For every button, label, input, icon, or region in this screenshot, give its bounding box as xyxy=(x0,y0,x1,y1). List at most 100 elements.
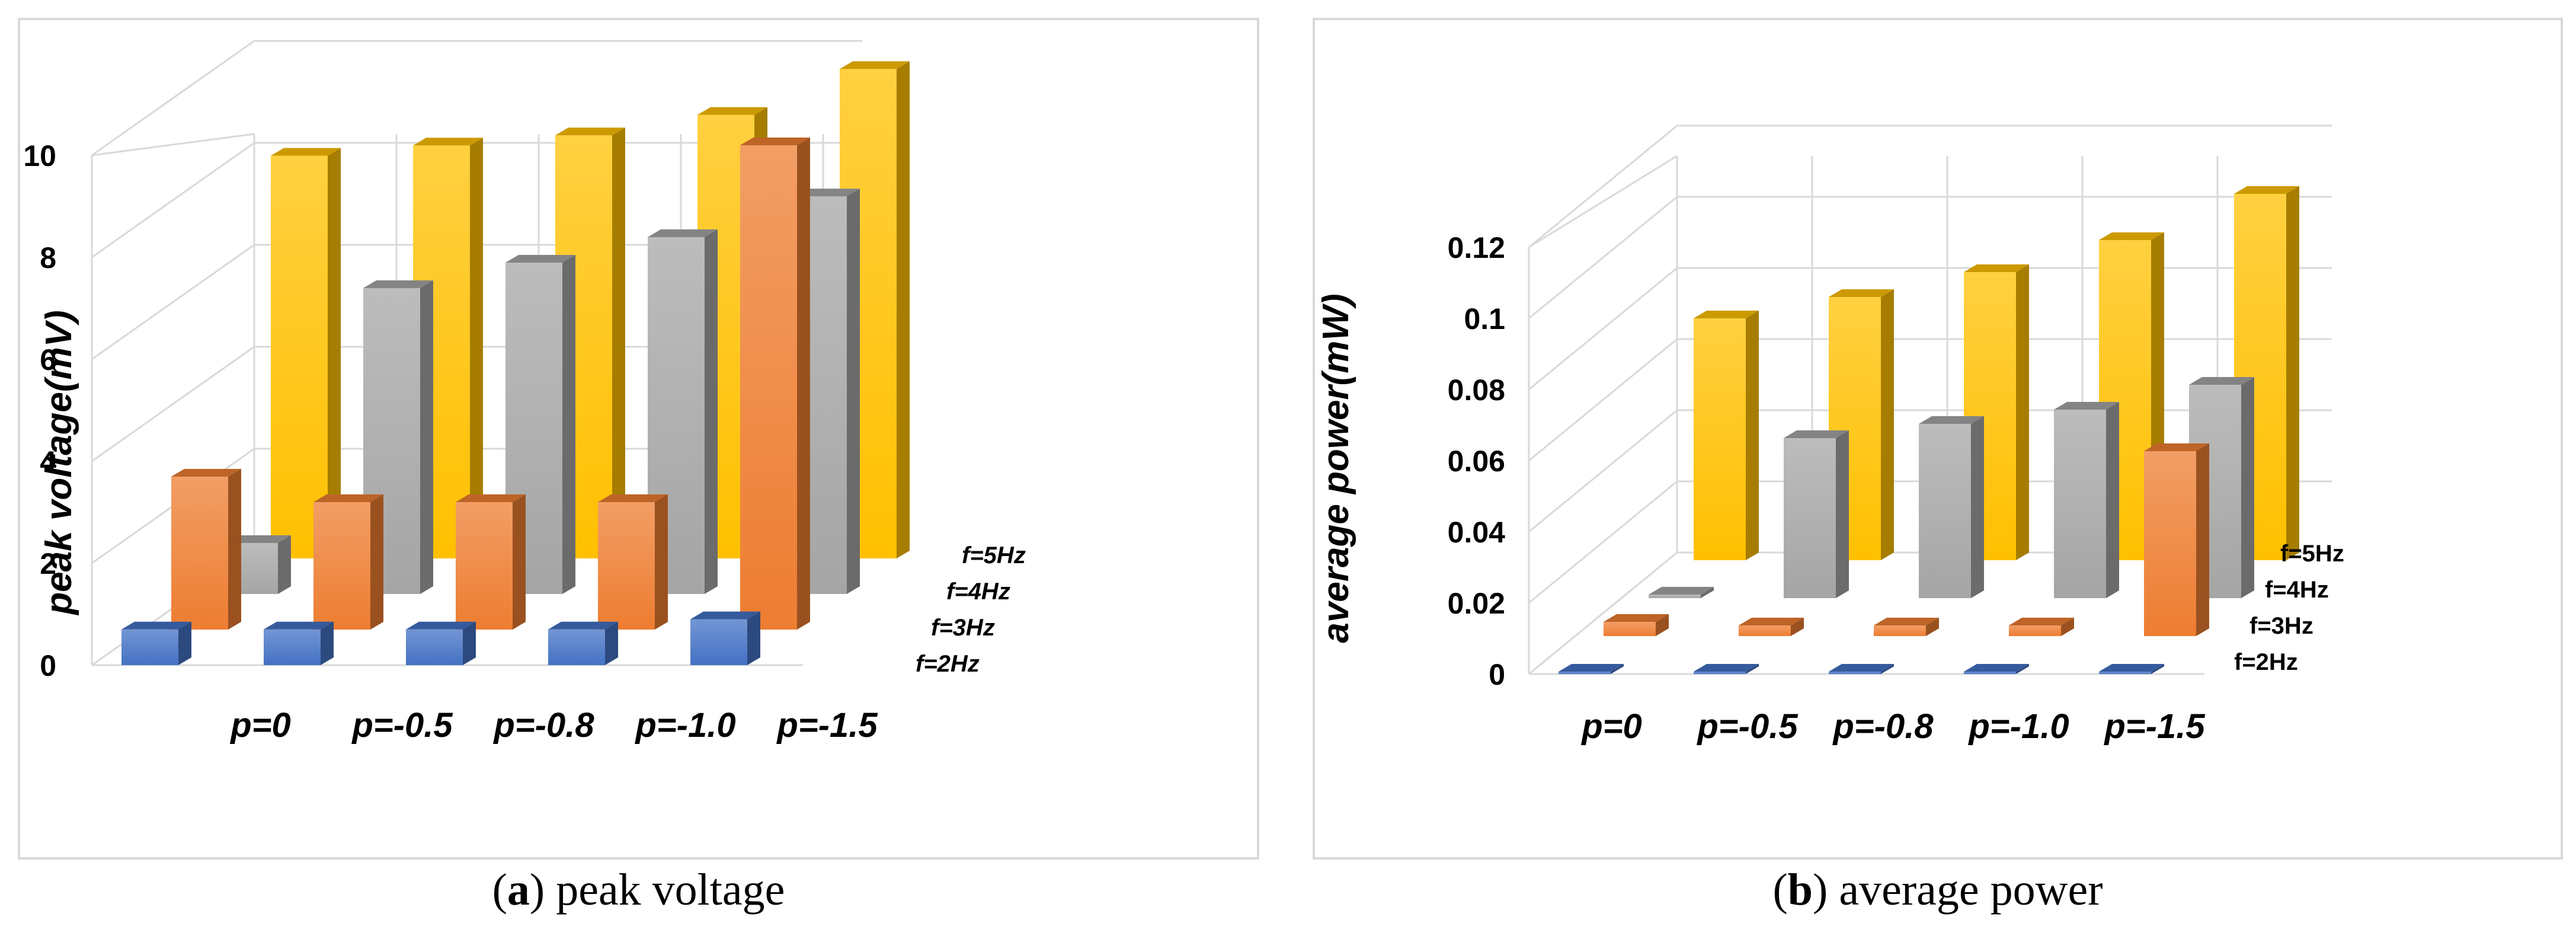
y-tick-label: 6 xyxy=(40,343,56,376)
bar-top xyxy=(2099,232,2164,240)
bar-top xyxy=(2009,618,2074,625)
bar-top xyxy=(1829,664,1894,672)
bar-side xyxy=(1656,614,1669,636)
bar-f=3Hz-p=-1.5 xyxy=(2144,443,2209,636)
bar-side xyxy=(2151,664,2164,674)
bar-front xyxy=(2099,672,2151,674)
bar-front xyxy=(313,502,370,630)
series-label: f=4Hz xyxy=(2265,577,2329,603)
bar-front xyxy=(1604,622,1656,636)
bar-side xyxy=(1746,311,1759,560)
caption-a: (a) peak voltage xyxy=(492,865,785,915)
gridline xyxy=(1528,480,1678,604)
chart-panel-peak-voltage xyxy=(18,18,1259,860)
series-label: f=2Hz xyxy=(916,651,980,677)
bar-f=4Hz-p=-0.5 xyxy=(1784,430,1849,598)
bar-top xyxy=(1829,289,1894,297)
bar-side xyxy=(420,280,433,594)
bar-f=3Hz-p=-0.8 xyxy=(1874,618,1939,636)
gridline xyxy=(1528,551,1678,675)
category-label: p=-1.5 xyxy=(776,706,878,745)
bar-top xyxy=(548,621,618,630)
bar-side xyxy=(178,621,191,665)
bar-side xyxy=(2016,264,2029,560)
bar-front xyxy=(1694,672,1746,674)
gridline xyxy=(1528,409,1678,533)
bar-front xyxy=(1739,625,1791,636)
gridline xyxy=(91,346,255,462)
category-label: p=-0.5 xyxy=(1696,707,1798,746)
bar-f=3Hz-p=-0.5 xyxy=(1739,618,1804,636)
bar-side xyxy=(228,469,241,630)
bar-f=2Hz-p=0 xyxy=(121,621,191,665)
series-label: f=4Hz xyxy=(946,579,1010,605)
y-tick-label: 0.06 xyxy=(1448,445,1505,478)
bar-side xyxy=(470,138,483,558)
bar-side xyxy=(1836,430,1849,598)
bar-front xyxy=(271,155,328,559)
bar-side xyxy=(2016,664,2029,674)
bar-front xyxy=(740,145,797,630)
bar-top xyxy=(1739,618,1804,625)
bar-top xyxy=(1919,416,1984,424)
y-tick-label: 8 xyxy=(40,241,56,274)
bar-side xyxy=(321,621,334,665)
bar-top xyxy=(171,469,241,477)
bar-top xyxy=(264,621,334,630)
bar-top xyxy=(2054,402,2119,410)
bar-side xyxy=(278,535,291,594)
series-label: f=3Hz xyxy=(2249,613,2313,639)
bar-top xyxy=(456,494,526,502)
bar-top xyxy=(363,280,433,288)
bar-front xyxy=(2054,410,2106,598)
category-label: p=0 xyxy=(229,706,291,745)
bar-f=2Hz-p=-0.5 xyxy=(1694,664,1759,674)
bar-front xyxy=(1964,672,2016,674)
bar-top xyxy=(840,61,910,69)
bar-top xyxy=(697,107,767,115)
bar-side xyxy=(1881,289,1894,560)
gridline xyxy=(91,133,255,156)
bar-f=3Hz-p=-0.5 xyxy=(313,494,383,630)
bar-side xyxy=(1791,618,1804,636)
gridline xyxy=(1528,155,1678,248)
bar-f=2Hz-p=-0.8 xyxy=(1829,664,1894,674)
bar-front xyxy=(406,629,463,665)
bar-f=2Hz-p=-0.5 xyxy=(264,621,334,665)
bar-front xyxy=(1694,318,1746,560)
bar-side xyxy=(847,189,860,594)
bar-front xyxy=(264,629,321,665)
bar-f=5Hz-p=0 xyxy=(271,148,341,559)
bar-top xyxy=(1964,664,2029,672)
bar-side xyxy=(1746,664,1759,674)
gridline xyxy=(1528,124,1678,248)
category-label: p=-1.0 xyxy=(1967,707,2069,746)
bar-side xyxy=(605,621,618,665)
gridline xyxy=(1528,338,1678,462)
bar-front xyxy=(1649,595,1701,598)
bar-side xyxy=(2196,443,2209,636)
y-tick-label: 0 xyxy=(1489,658,1505,691)
bar-front xyxy=(456,502,513,630)
gridline xyxy=(1528,267,1678,391)
gridline xyxy=(1528,196,1678,320)
bar-top xyxy=(1604,614,1669,622)
bar-f=3Hz-p=0 xyxy=(1604,614,1669,636)
bar-side xyxy=(1881,664,1894,674)
bar-top xyxy=(1784,430,1849,438)
bar-side xyxy=(1926,618,1939,636)
bar-f=5Hz-p=-0.8 xyxy=(1964,264,2029,560)
bar-f=2Hz-p=-1.0 xyxy=(548,621,618,665)
bar-front xyxy=(171,477,228,630)
bar-top xyxy=(1964,264,2029,272)
bar-top xyxy=(271,148,341,156)
chart-average-power: 0 0.02 0.04 0.06 0.08 0.1 0.12 p=0 p=-0.5 p=-0.8 p… xyxy=(1316,124,2344,746)
bar-top xyxy=(1694,664,1759,672)
bar-top xyxy=(740,138,810,145)
bar-front xyxy=(690,619,747,665)
bar-f=3Hz-p=-1.5 xyxy=(740,138,810,630)
bar-top xyxy=(648,229,718,237)
bar-f=2Hz-p=-0.8 xyxy=(406,621,476,665)
bar-top xyxy=(313,494,383,502)
gridline xyxy=(91,142,255,258)
